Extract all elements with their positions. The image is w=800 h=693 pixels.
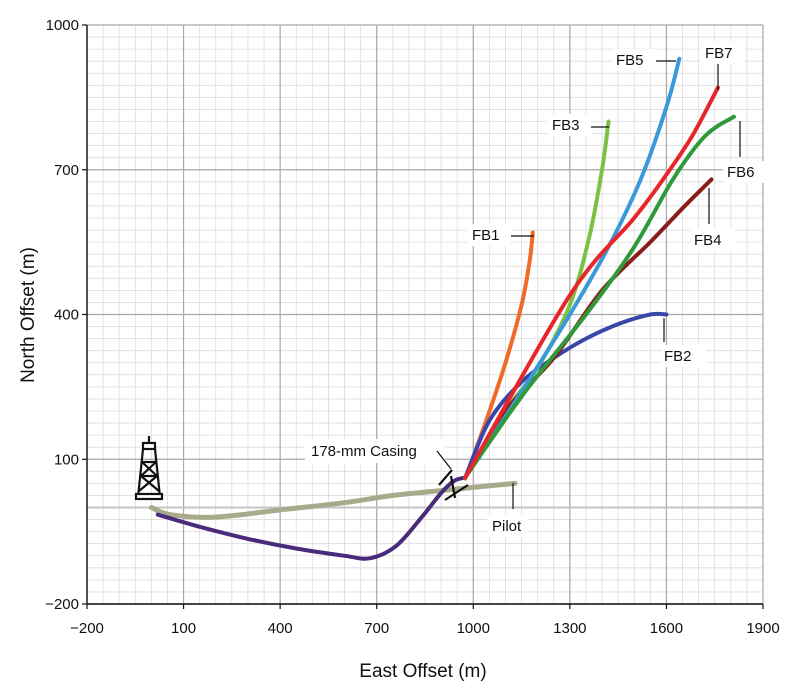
- fb6-line: [463, 114, 736, 480]
- annotations: 178-mm Casing Pilot FB1 FB2 FB3 FB4 FB5 …: [305, 42, 767, 537]
- y-tick-label: −200: [45, 596, 79, 613]
- x-tick-label: 1300: [553, 620, 586, 637]
- pilot-label: Pilot: [492, 518, 522, 535]
- fb1-line: [463, 230, 535, 481]
- lateral-1-line: [155, 475, 468, 561]
- casing-marker: [438, 469, 469, 501]
- fb4-label: FB4: [694, 232, 722, 249]
- y-tick-label: 400: [54, 307, 79, 324]
- x-tick-label: 100: [171, 620, 196, 637]
- fb1-label: FB1: [472, 227, 500, 244]
- fb5-line: [463, 56, 682, 480]
- x-tick-label: 1900: [746, 620, 779, 637]
- fb3-label: FB3: [552, 117, 580, 134]
- fb7-line: [463, 85, 720, 480]
- x-tick-label: −200: [70, 620, 104, 637]
- y-tick-label: 100: [54, 451, 79, 468]
- fb2-line: [463, 311, 669, 480]
- tick-labels: −200 100 400 700 1000 1300 1600 1900 1000 700 400 1…: [45, 17, 779, 637]
- drilling-rig-icon: [134, 436, 164, 501]
- x-tick-label: 1000: [457, 620, 490, 637]
- x-axis-title: East Offset (m): [359, 661, 486, 682]
- pilot-line: [148, 480, 518, 520]
- y-tick-label: 1000: [46, 17, 79, 34]
- casing-label: 178-mm Casing: [311, 443, 417, 460]
- fb5-label: FB5: [616, 52, 644, 69]
- x-tick-label: 1600: [650, 620, 683, 637]
- fb6-label: FB6: [727, 164, 755, 181]
- fb7-label: FB7: [705, 45, 733, 62]
- x-tick-label: 400: [268, 620, 293, 637]
- y-tick-label: 700: [54, 162, 79, 179]
- fb2-label: FB2: [664, 348, 692, 365]
- x-tick-label: 700: [364, 620, 389, 637]
- y-axis-title: North Offset (m): [18, 247, 39, 383]
- series-lines: [148, 56, 736, 561]
